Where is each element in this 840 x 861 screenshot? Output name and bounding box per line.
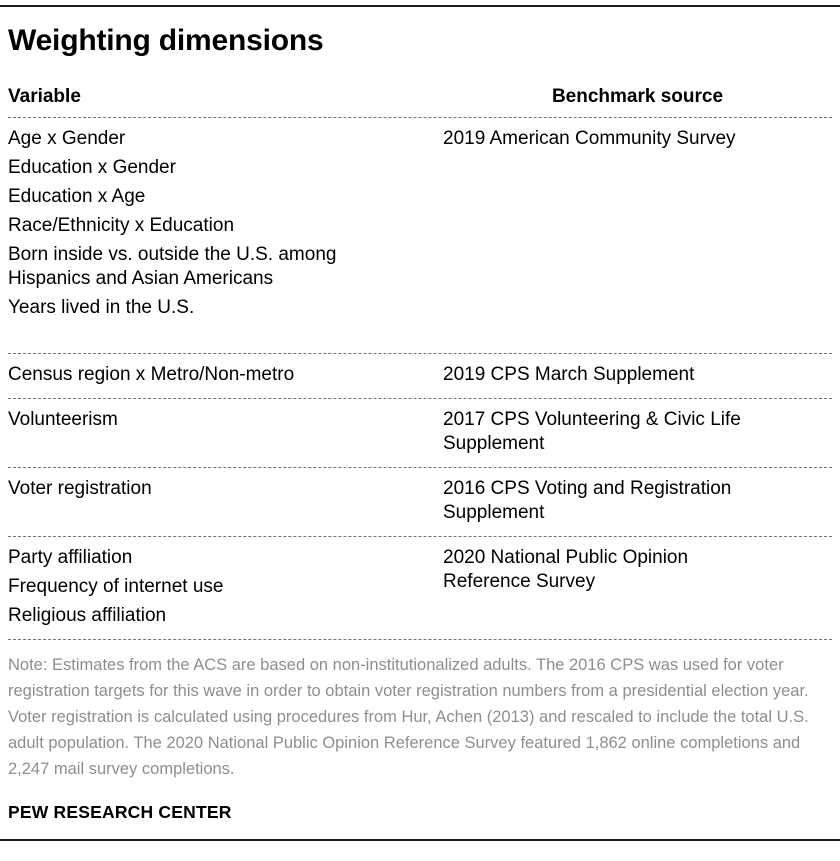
- variable-cell: Census region x Metro/Non-metro: [8, 363, 443, 387]
- variable-label: Age x Gender: [8, 128, 126, 149]
- benchmark-label: 2019 American Community Survey: [443, 128, 736, 149]
- benchmark-label: 2017 CPS Volunteering & Civic Life Suppl…: [443, 409, 741, 454]
- table-row-group-cps-march: Census region x Metro/Non-metro 2019 CPS…: [8, 354, 832, 399]
- variable-label: Race/Ethnicity x Education: [8, 215, 235, 236]
- variable-label: Years lived in the U.S.: [8, 297, 195, 318]
- table-header-row: Variable Benchmark source: [8, 85, 832, 118]
- variable-label: Party affiliation: [8, 547, 133, 568]
- variable-label: Voter registration: [8, 478, 152, 499]
- benchmark-cell: 2019 American Community Survey: [443, 127, 832, 320]
- benchmark-cell: 2017 CPS Volunteering & Civic Life Suppl…: [443, 408, 832, 456]
- bottom-rule: [0, 839, 840, 841]
- table-row-group-voter-registration: Voter registration 2016 CPS Voting and R…: [8, 468, 832, 537]
- variable-label: Census region x Metro/Non-metro: [8, 364, 295, 385]
- variable-label: Volunteerism: [8, 409, 118, 430]
- variable-cell: Party affiliation Frequency of internet …: [8, 546, 443, 628]
- benchmark-cell: 2019 CPS March Supplement: [443, 363, 832, 387]
- variable-label: Education x Gender: [8, 157, 176, 178]
- benchmark-label: 2019 CPS March Supplement: [443, 364, 695, 385]
- page-title: Weighting dimensions: [8, 24, 324, 57]
- variable-label: Frequency of internet use: [8, 576, 224, 597]
- benchmark-cell: 2016 CPS Voting and Registration Supplem…: [443, 477, 832, 525]
- table-row-group-npors: Party affiliation Frequency of internet …: [8, 537, 832, 640]
- note-text: Note: Estimates from the ACS are based o…: [8, 656, 809, 778]
- table-row-group-volunteerism: Volunteerism 2017 CPS Volunteering & Civ…: [8, 399, 832, 468]
- top-rule: [0, 5, 840, 7]
- variable-label: Born inside vs. outside the U.S. among H…: [8, 244, 337, 289]
- variable-column-header: Variable: [8, 86, 81, 107]
- variable-cell: Age x Gender Education x Gender Educatio…: [8, 127, 443, 320]
- benchmark-column-header: Benchmark source: [551, 86, 724, 107]
- benchmark-label: 2016 CPS Voting and Registration Supplem…: [443, 478, 732, 523]
- benchmark-cell: 2020 National Public Opinion Reference S…: [443, 546, 832, 628]
- figure-container: Weighting dimensions Variable Benchmark …: [0, 23, 840, 823]
- variable-cell: Voter registration: [8, 477, 443, 525]
- source-attribution: PEW RESEARCH CENTER: [8, 802, 232, 822]
- table-row-group-acs: Age x Gender Education x Gender Educatio…: [8, 118, 832, 354]
- benchmark-label: 2020 National Public Opinion Reference S…: [443, 547, 689, 592]
- variable-cell: Volunteerism: [8, 408, 443, 456]
- variable-label: Education x Age: [8, 186, 146, 207]
- variable-label: Religious affiliation: [8, 605, 167, 626]
